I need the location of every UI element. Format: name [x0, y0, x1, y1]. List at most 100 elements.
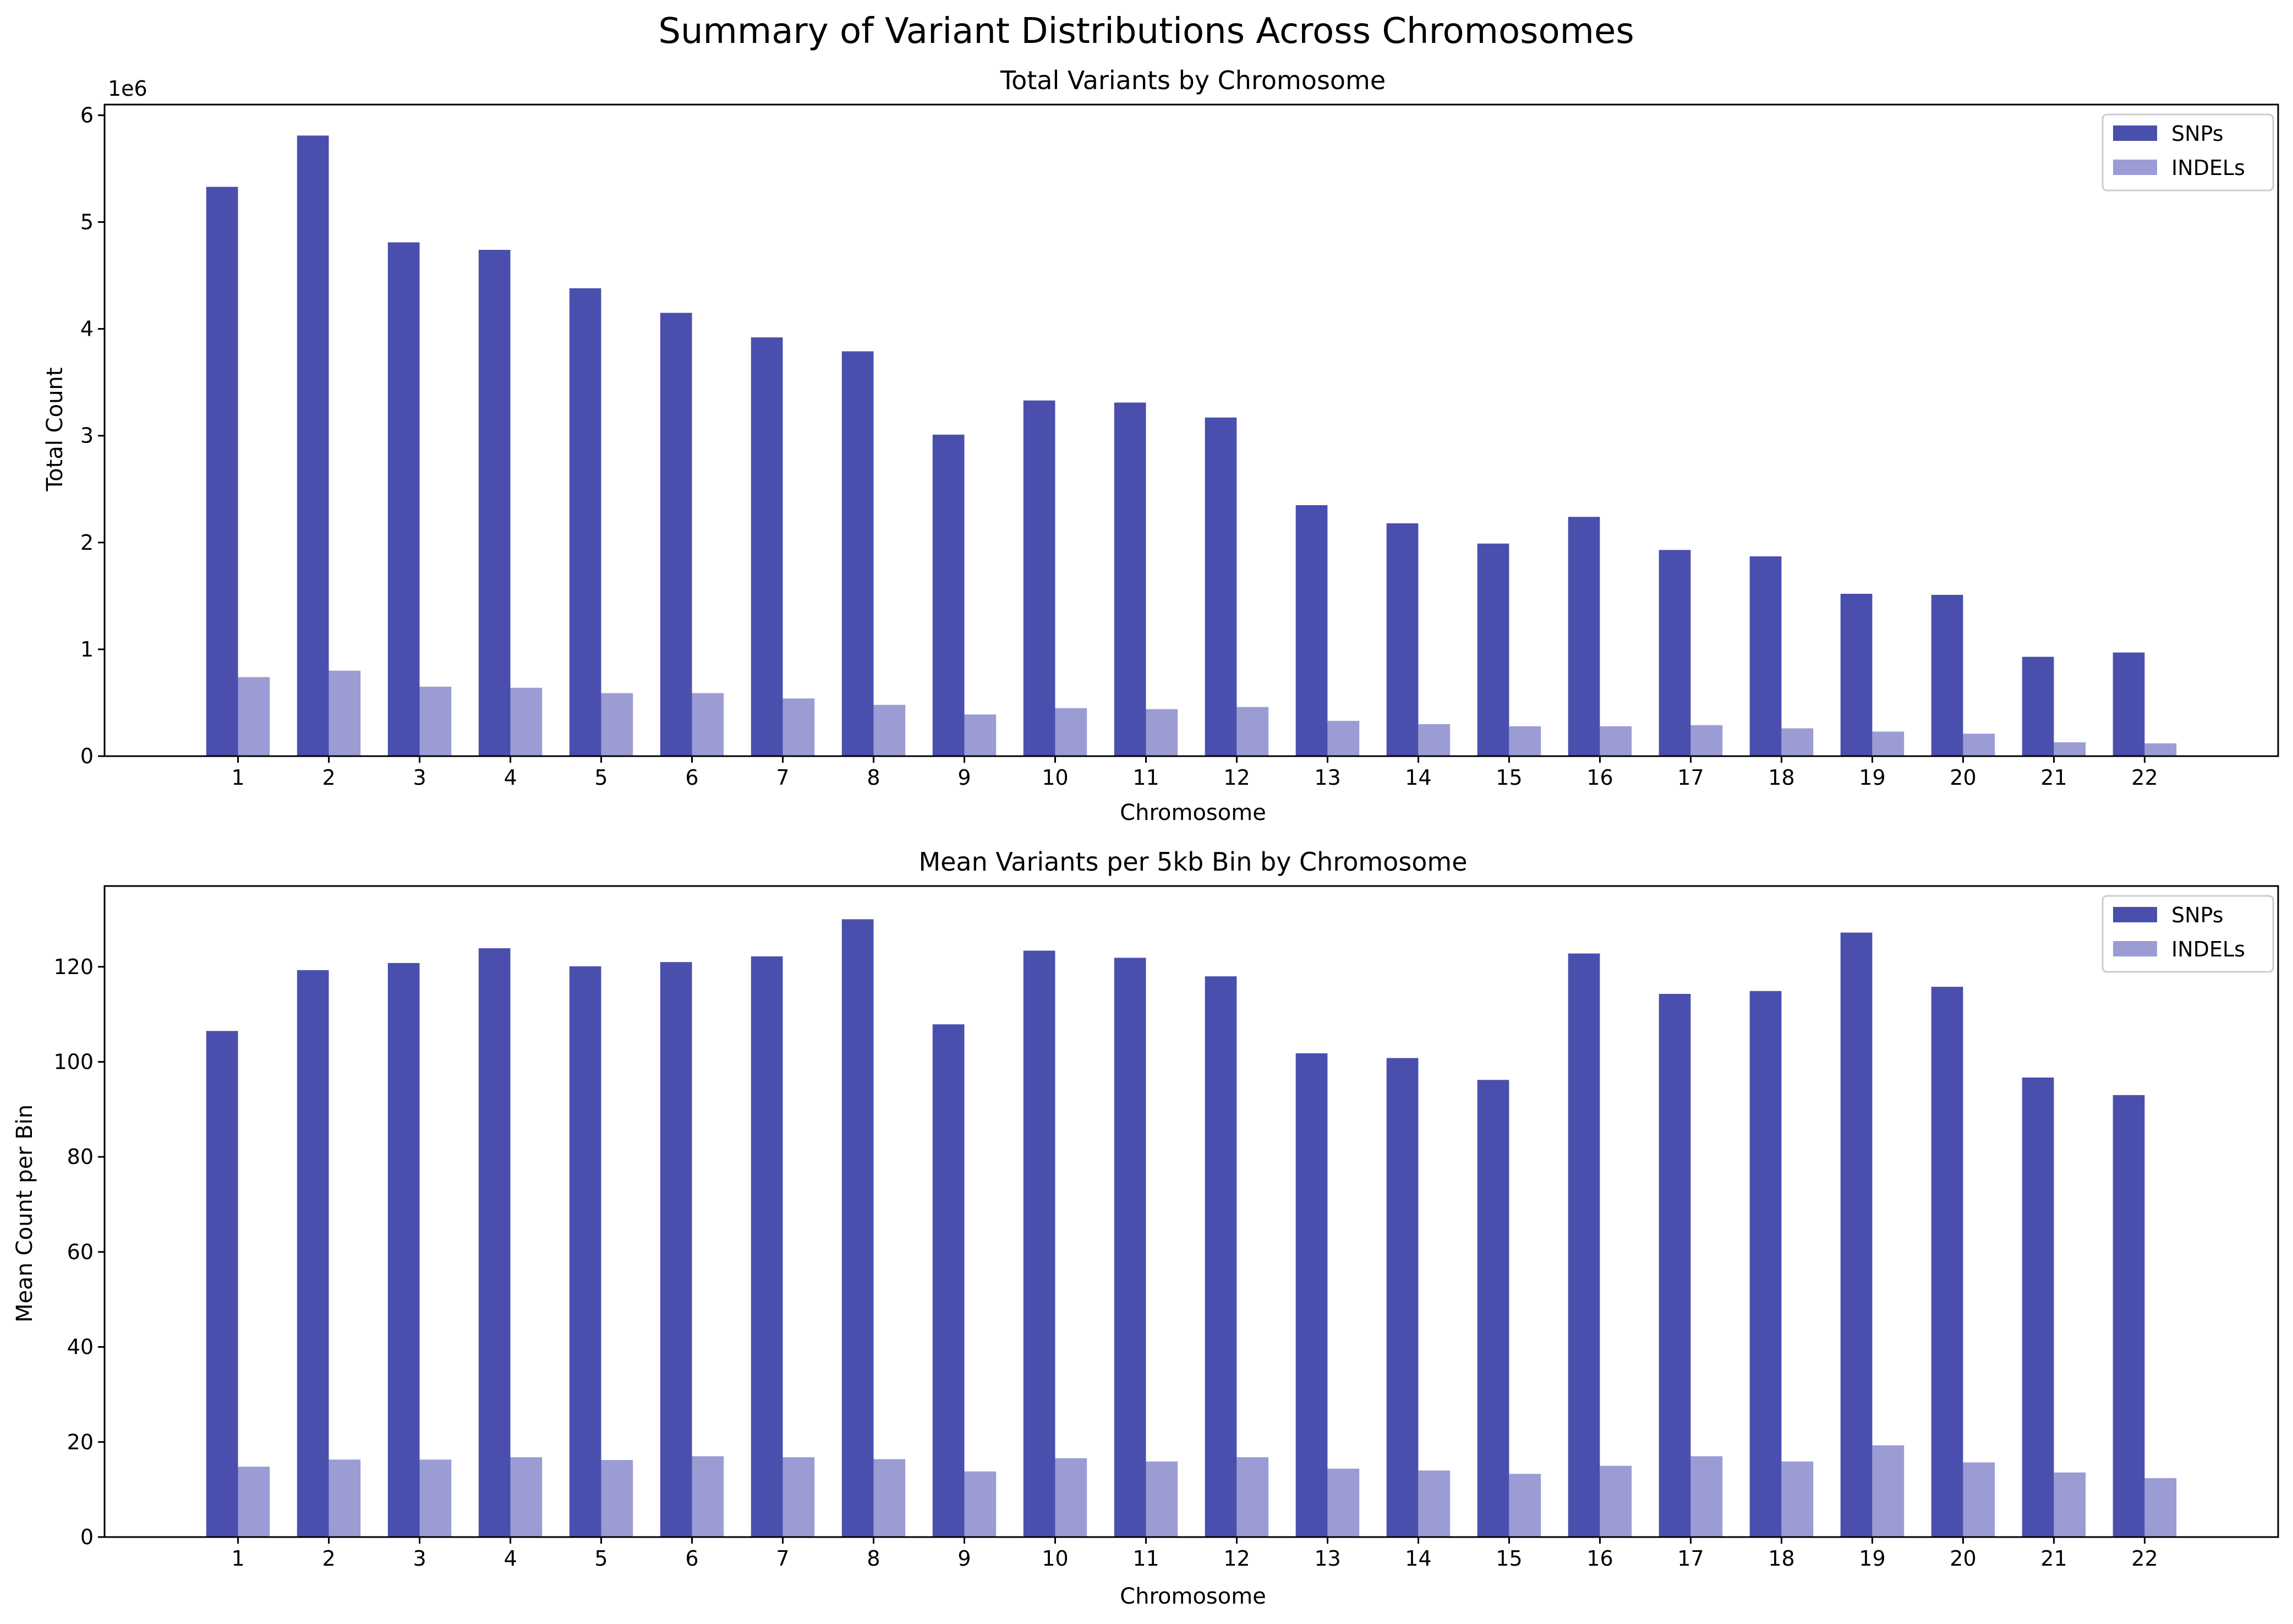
legend-swatch-snps — [2113, 907, 2157, 922]
panel-title: Mean Variants per 5kb Bin by Chromosome — [918, 847, 1467, 877]
snps-bar-chr19 — [1840, 932, 1873, 1537]
indels-bar-chr19 — [1872, 1445, 1905, 1537]
legend-label-indels: INDELs — [2171, 937, 2245, 961]
snps-bar-chr12 — [1205, 417, 1237, 756]
x-tick-label: 16 — [1586, 1546, 1613, 1571]
plot-frame — [103, 103, 2279, 757]
y-axis-offset-label: 1e6 — [108, 76, 147, 101]
x-tick-label: 5 — [594, 765, 608, 790]
x-tick-label: 22 — [2131, 1546, 2158, 1571]
snps-bar-chr16 — [1568, 953, 1600, 1537]
indels-bar-chr17 — [1690, 1456, 1723, 1537]
indels-bar-chr12 — [1236, 1457, 1269, 1537]
y-tick-label: 80 — [67, 1145, 94, 1169]
x-tick-label: 9 — [957, 765, 971, 790]
y-tick-label: 6 — [80, 103, 94, 127]
y-tick-label: 3 — [80, 424, 94, 448]
y-tick-label: 0 — [80, 1525, 94, 1549]
x-tick-label: 13 — [1314, 765, 1340, 790]
snps-bar-chr21 — [2022, 1078, 2054, 1537]
indels-bar-chr10 — [1055, 1458, 1087, 1537]
x-tick-label: 11 — [1132, 765, 1159, 790]
x-tick-label: 8 — [867, 765, 880, 790]
snps-bar-chr22 — [2113, 1095, 2145, 1537]
snps-bar-chr17 — [1659, 550, 1691, 756]
snps-bar-chr4 — [478, 948, 511, 1537]
x-tick-label: 15 — [1496, 765, 1522, 790]
snps-bar-chr8 — [841, 919, 874, 1537]
snps-bar-chr14 — [1386, 523, 1419, 756]
indels-bar-chr21 — [2054, 742, 2086, 756]
snps-bar-chr10 — [1023, 400, 1055, 756]
indels-bar-chr12 — [1236, 707, 1269, 756]
snps-bar-chr10 — [1023, 950, 1055, 1537]
legend: SNPs INDELs — [2102, 895, 2274, 973]
bars-group — [206, 919, 2177, 1537]
indels-bar-chr6 — [692, 1456, 724, 1537]
snps-bar-chr7 — [751, 956, 783, 1537]
snps-bar-chr19 — [1840, 594, 1873, 756]
y-tick-label: 100 — [53, 1049, 94, 1074]
indels-bar-chr4 — [510, 687, 543, 756]
snps-bar-chr14 — [1386, 1058, 1419, 1537]
x-tick-label: 15 — [1496, 1546, 1522, 1571]
indels-bar-chr1 — [238, 1467, 270, 1537]
y-axis-label: Total Count — [42, 368, 68, 492]
snps-bar-chr22 — [2113, 652, 2145, 756]
snps-bar-chr3 — [387, 242, 420, 756]
x-ticks-group: 1 2 3 4 5 6 7 8 9 10 11 12 13 14 15 16 17 18 19 20 21 22 — [231, 756, 2158, 790]
legend: SNPs INDELs — [2102, 113, 2274, 192]
x-tick-label: 4 — [504, 1546, 517, 1571]
x-ticks-group: 1 2 3 4 5 6 7 8 9 10 11 12 13 14 15 16 17 18 19 20 21 22 — [231, 1537, 2158, 1571]
snps-bar-chr18 — [1749, 556, 1782, 756]
indels-bar-chr13 — [1327, 1468, 1360, 1537]
figure-suptitle: Summary of Variant Distributions Across … — [658, 11, 1634, 52]
indels-bar-chr19 — [1872, 731, 1905, 756]
y-tick-label: 2 — [80, 531, 94, 555]
snps-bar-chr8 — [841, 351, 874, 756]
indels-bar-chr20 — [1963, 1462, 1995, 1537]
x-tick-label: 19 — [1859, 765, 1885, 790]
x-tick-label: 7 — [776, 765, 789, 790]
snps-bar-chr9 — [932, 1024, 965, 1537]
x-tick-label: 14 — [1405, 765, 1431, 790]
x-tick-label: 16 — [1586, 765, 1613, 790]
indels-bar-chr7 — [782, 1457, 815, 1537]
x-tick-label: 3 — [413, 1546, 426, 1571]
x-tick-label: 17 — [1677, 1546, 1704, 1571]
x-tick-label: 10 — [1042, 1546, 1068, 1571]
y-tick-label: 4 — [80, 317, 94, 341]
snps-bar-chr13 — [1295, 505, 1328, 756]
indels-bar-chr3 — [419, 686, 452, 756]
snps-bar-chr13 — [1295, 1053, 1328, 1537]
snps-bar-chr16 — [1568, 517, 1600, 756]
snps-bar-chr1 — [206, 1031, 238, 1537]
y-ticks-group: 0 20 40 60 80 100 120 — [53, 955, 105, 1549]
x-tick-label: 7 — [776, 1546, 789, 1571]
indels-bar-chr21 — [2054, 1472, 2086, 1537]
indels-bar-chr3 — [419, 1459, 452, 1537]
y-tick-label: 40 — [67, 1335, 94, 1359]
x-tick-label: 11 — [1132, 1546, 1159, 1571]
snps-bar-chr5 — [569, 288, 601, 756]
indels-bar-chr7 — [782, 698, 815, 756]
indels-bar-chr2 — [329, 1459, 361, 1537]
indels-bar-chr15 — [1509, 726, 1541, 756]
indels-bar-chr8 — [873, 1459, 906, 1537]
snps-bar-chr21 — [2022, 657, 2054, 756]
x-tick-label: 18 — [1768, 1546, 1794, 1571]
x-tick-label: 21 — [2040, 1546, 2067, 1571]
x-tick-label: 6 — [685, 765, 698, 790]
indels-bar-chr16 — [1600, 726, 1632, 756]
x-tick-label: 3 — [413, 765, 426, 790]
x-tick-label: 2 — [322, 1546, 335, 1571]
mean-variants-panel: Mean Variants per 5kb Bin by Chromosome … — [12, 847, 2279, 1609]
x-tick-label: 1 — [231, 765, 244, 790]
indels-bar-chr14 — [1418, 1470, 1451, 1537]
indels-bar-chr10 — [1055, 708, 1087, 756]
indels-bar-chr11 — [1146, 1461, 1178, 1537]
indels-bar-chr22 — [2144, 743, 2177, 756]
x-tick-label: 21 — [2040, 765, 2067, 790]
x-tick-label: 20 — [1950, 765, 1976, 790]
x-axis-label: Chromosome — [1120, 800, 1266, 825]
